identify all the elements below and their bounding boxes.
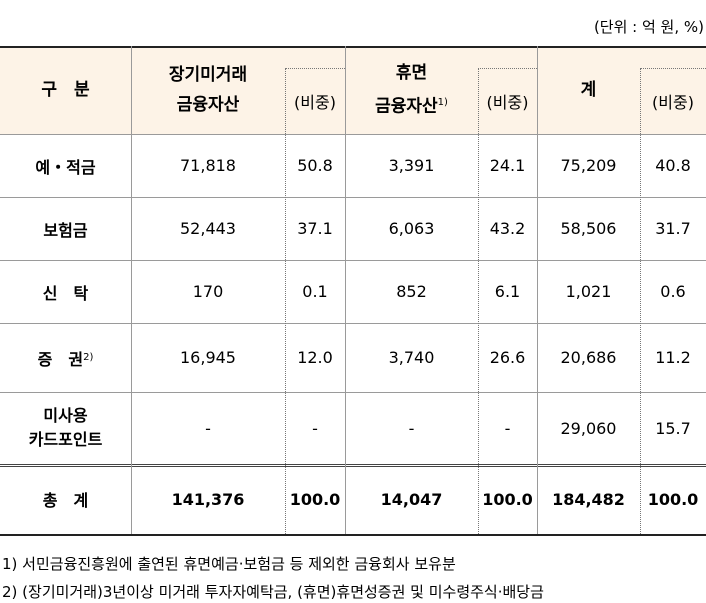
total-amount: 29,060 xyxy=(560,418,617,438)
column-divider-dotted xyxy=(478,68,479,534)
header-total-share: (비중) xyxy=(652,93,694,112)
total-share: 40.8 xyxy=(655,156,691,175)
dormant-amount: 14,047 xyxy=(380,489,443,509)
long-amount: 170 xyxy=(192,282,224,301)
row-divider xyxy=(0,323,706,324)
dormant-share: 6.1 xyxy=(494,282,521,301)
long-share: - xyxy=(312,418,318,438)
share-header-top-dotted xyxy=(285,68,345,69)
dormant-amount: 3,740 xyxy=(388,348,435,367)
dormant-share: - xyxy=(504,418,511,438)
row-label: 총 계 xyxy=(42,491,89,510)
row-label: 신 탁 xyxy=(42,283,89,303)
long-share: 12.0 xyxy=(297,348,333,367)
column-divider xyxy=(537,46,538,534)
dormant-share: 26.6 xyxy=(489,348,526,367)
footnote-2: 2) (장기미거래)3년이상 미거래 투자자예탁금, (휴면)휴면성증권 및 미… xyxy=(2,583,544,601)
header-long-inactive: 장기미거래 금융자산 xyxy=(131,46,285,134)
row-label: 예・적금 xyxy=(35,157,96,177)
unit-note: (단위 : 억 원, %) xyxy=(593,18,704,36)
header-category: 구 분 xyxy=(41,80,90,100)
share-header-top-dotted xyxy=(478,68,537,69)
total-amount: 1,021 xyxy=(565,282,612,301)
long-amount: - xyxy=(205,418,211,438)
row-divider xyxy=(0,197,706,198)
long-amount: 141,376 xyxy=(171,489,245,509)
column-divider-dotted xyxy=(285,68,286,534)
long-amount: 52,443 xyxy=(180,219,236,238)
table-bottom-border xyxy=(0,534,706,536)
table-top-border xyxy=(0,46,706,48)
total-amount: 75,209 xyxy=(560,156,617,175)
header-dormant-line2: 금융자산1) xyxy=(375,96,448,117)
column-divider xyxy=(345,46,346,534)
footnote-ref-2: 2) xyxy=(83,352,94,363)
header-dormant: 휴면 금융자산1) xyxy=(345,46,478,134)
long-amount: 71,818 xyxy=(180,156,236,175)
dormant-share: 43.2 xyxy=(489,219,526,238)
total-divider xyxy=(0,464,706,467)
header-bottom-border xyxy=(0,134,706,135)
footnote-1: 1) 서민금융진흥원에 출연된 휴면예금·보험금 등 제외한 금융회사 보유분 xyxy=(2,555,456,573)
total-share: 15.7 xyxy=(655,418,691,438)
long-share: 0.1 xyxy=(302,282,328,301)
total-amount: 184,482 xyxy=(552,489,625,509)
header-long-inactive-line2: 금융자산 xyxy=(176,95,240,115)
long-share: 37.1 xyxy=(297,219,333,238)
header-long-share: (비중) xyxy=(294,93,336,112)
long-share: 50.8 xyxy=(297,156,333,175)
row-label: 증 권 2) xyxy=(37,349,94,369)
header-background xyxy=(0,46,706,134)
total-share: 11.2 xyxy=(655,348,691,367)
total-share: 31.7 xyxy=(655,219,691,238)
header-dormant-share: (비중) xyxy=(486,93,529,112)
share-header-top-dotted xyxy=(640,68,706,69)
dormant-amount: 3,391 xyxy=(388,156,435,175)
row-label: 보험금 xyxy=(43,220,88,240)
total-share: 100.0 xyxy=(647,489,699,509)
dormant-share: 100.0 xyxy=(482,489,533,509)
header-long-inactive-line1: 장기미거래 xyxy=(168,65,248,85)
total-share: 0.6 xyxy=(660,282,686,301)
header-dormant-line1: 휴면 xyxy=(395,63,428,84)
dormant-amount: - xyxy=(408,418,415,438)
long-share: 100.0 xyxy=(289,489,341,509)
column-divider xyxy=(131,46,132,534)
dormant-amount: 6,063 xyxy=(388,219,435,238)
total-amount: 20,686 xyxy=(560,348,617,367)
header-total: 계 xyxy=(580,80,597,100)
dormant-share: 24.1 xyxy=(489,156,526,175)
column-divider-dotted xyxy=(640,68,641,534)
dormant-amount: 852 xyxy=(396,282,427,301)
row-divider xyxy=(0,392,706,393)
row-divider xyxy=(0,260,706,261)
long-amount: 16,945 xyxy=(180,348,236,367)
row-label: 미사용 카드포인트 xyxy=(28,406,103,449)
total-amount: 58,506 xyxy=(560,219,617,238)
footnote-ref-1: 1) xyxy=(437,97,448,109)
